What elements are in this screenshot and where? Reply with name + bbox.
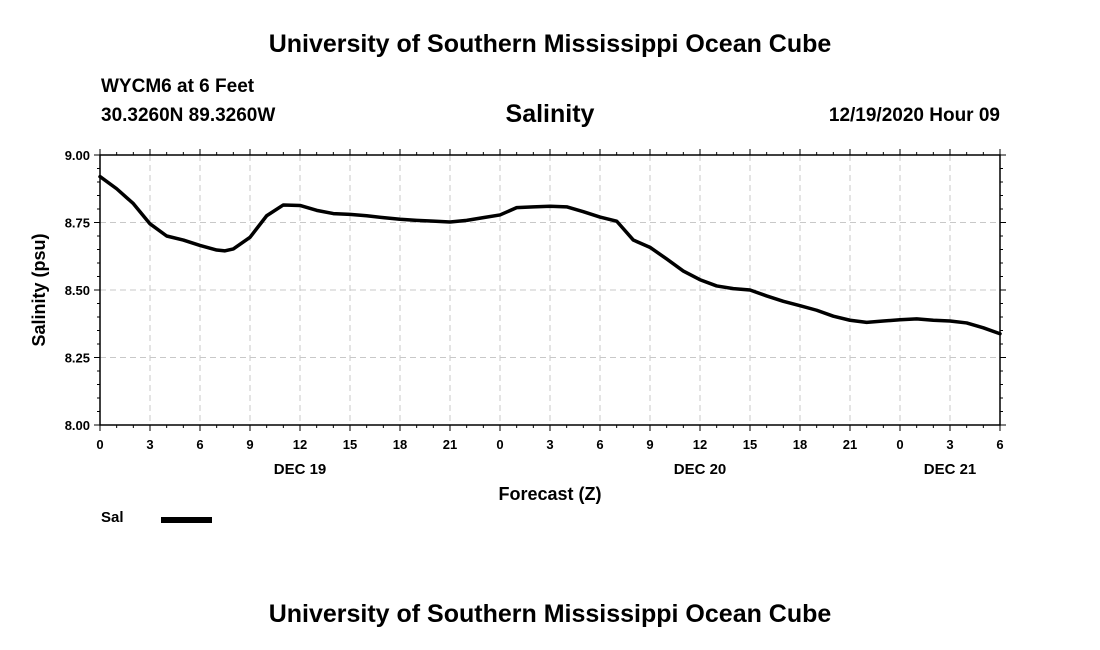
date-label: DEC 20 (674, 461, 727, 478)
date-label: DEC 19 (274, 461, 327, 478)
issue-time: 12/19/2020 Hour 09 (828, 105, 1000, 126)
x-tick-label: 18 (793, 437, 807, 452)
station-label: WYCM6 at 6 Feet (101, 76, 255, 97)
legend-label: Sal (101, 509, 124, 526)
x-tick-label: 15 (743, 437, 757, 452)
x-tick-label: 12 (693, 437, 707, 452)
x-axis-label: Forecast (Z) (498, 484, 601, 504)
x-tick-label: 0 (96, 437, 103, 452)
x-tick-label: 3 (146, 437, 153, 452)
plot-title: Salinity (505, 100, 595, 128)
x-tick-label: 18 (393, 437, 407, 452)
axis-labels: 8.00 8.25 8.50 8.75 9.00 0 3 6 9 12 15 18 21 0 3 6 9 12 15… (65, 148, 1004, 478)
y-tick-label: 9.00 (65, 148, 90, 163)
x-tick-label: 9 (646, 437, 653, 452)
x-tick-label: 6 (196, 437, 203, 452)
x-tick-label: 9 (246, 437, 253, 452)
y-tick-label: 8.00 (65, 418, 90, 433)
plot-frame (99, 154, 1001, 426)
date-label: DEC 21 (924, 461, 977, 478)
y-tick-label: 8.50 (65, 283, 90, 298)
legend-swatch (161, 517, 212, 523)
x-tick-label: 12 (293, 437, 307, 452)
x-tick-label: 0 (496, 437, 503, 452)
bottom-title: University of Southern Mississippi Ocean… (268, 600, 832, 628)
y-tick-label: 8.75 (65, 216, 90, 231)
x-tick-label: 21 (443, 437, 457, 452)
x-tick-label: 6 (996, 437, 1003, 452)
x-tick-label: 15 (343, 437, 357, 452)
top-title: University of Southern Mississippi Ocean… (268, 30, 832, 58)
y-axis-label: Salinity (psu) (29, 233, 49, 346)
station-coordinates: 30.3260N 89.3260W (101, 105, 276, 126)
x-tick-label: 3 (946, 437, 953, 452)
series-layer (98, 174, 1002, 336)
x-tick-label: 3 (546, 437, 553, 452)
x-tick-label: 6 (596, 437, 603, 452)
x-tick-label: 0 (896, 437, 903, 452)
series-line-sal (98, 174, 1002, 336)
grid-lines (100, 155, 1000, 425)
x-tick-label: 21 (843, 437, 857, 452)
y-tick-label: 8.25 (65, 351, 90, 366)
